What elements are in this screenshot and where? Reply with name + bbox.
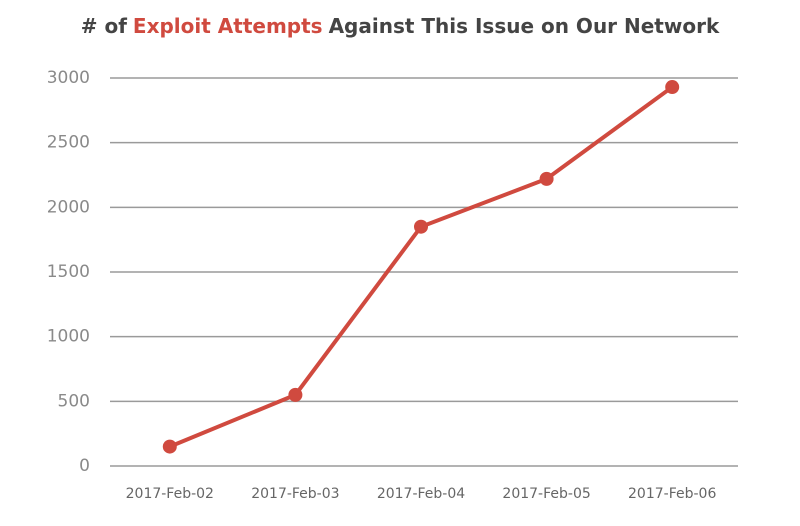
x-tick-label: 2017-Feb-05 [502, 486, 590, 502]
title-part: Against This Issue on Our Network [328, 14, 720, 38]
y-tick-label: 2500 [47, 133, 90, 153]
point [288, 387, 303, 402]
x-tick-label: 2017-Feb-06 [628, 486, 716, 502]
y-tick-label: 0 [79, 456, 90, 476]
point [665, 80, 680, 95]
point [539, 171, 554, 186]
line [169, 85, 674, 449]
y-tick-label: 3000 [47, 68, 90, 88]
title-part: # of [80, 14, 127, 38]
y-tick-label: 1000 [47, 327, 90, 347]
y-tick-label: 500 [58, 391, 90, 411]
y-tick-label: 1500 [47, 262, 90, 282]
y-tick-label: 2000 [47, 197, 90, 217]
chart-title: # of Exploit Attempts Against This Issue o… [0, 14, 800, 38]
point [414, 219, 428, 234]
x-tick-label: 2017-Feb-02 [126, 486, 214, 502]
title-part: Exploit Attempts [132, 14, 323, 38]
x-tick-label: 2017-Feb-04 [377, 486, 465, 502]
point [162, 439, 177, 454]
x-tick-label: 2017-Feb-03 [251, 486, 339, 502]
